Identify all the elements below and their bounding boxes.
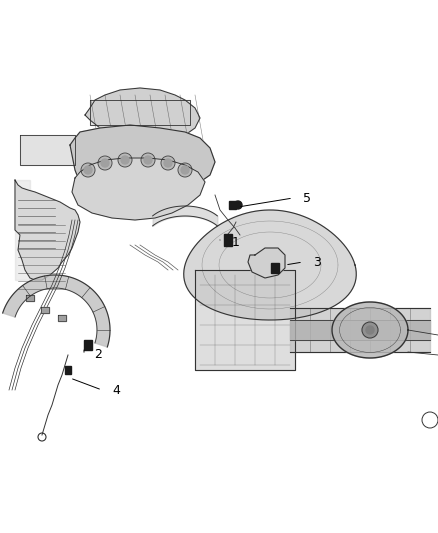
Bar — [65, 366, 71, 374]
Polygon shape — [58, 315, 66, 321]
Polygon shape — [15, 180, 30, 280]
Circle shape — [118, 153, 132, 167]
Polygon shape — [290, 320, 430, 340]
Polygon shape — [72, 158, 205, 220]
Circle shape — [362, 322, 378, 338]
Circle shape — [164, 159, 172, 167]
Polygon shape — [41, 307, 49, 313]
Text: 1: 1 — [232, 236, 240, 248]
Circle shape — [366, 326, 374, 334]
Circle shape — [84, 166, 92, 174]
Circle shape — [101, 159, 109, 167]
Polygon shape — [85, 88, 200, 143]
Circle shape — [141, 153, 155, 167]
Polygon shape — [290, 308, 430, 352]
Polygon shape — [90, 100, 190, 125]
Circle shape — [178, 163, 192, 177]
Circle shape — [234, 201, 242, 209]
Polygon shape — [248, 248, 285, 278]
Bar — [84, 340, 92, 350]
Text: 3: 3 — [313, 255, 321, 269]
Text: 5: 5 — [303, 191, 311, 205]
Polygon shape — [15, 180, 80, 280]
Text: 2: 2 — [94, 349, 102, 361]
Circle shape — [181, 166, 189, 174]
Polygon shape — [20, 135, 75, 165]
Circle shape — [144, 156, 152, 164]
Circle shape — [98, 156, 112, 170]
Polygon shape — [26, 295, 34, 301]
Bar — [224, 234, 232, 246]
Polygon shape — [184, 210, 356, 320]
Polygon shape — [332, 302, 408, 358]
Polygon shape — [70, 125, 215, 196]
Bar — [271, 263, 279, 273]
Circle shape — [161, 156, 175, 170]
Circle shape — [81, 163, 95, 177]
Bar — [229, 201, 236, 209]
Polygon shape — [195, 270, 295, 370]
Text: 4: 4 — [112, 384, 120, 397]
Polygon shape — [3, 275, 110, 347]
Circle shape — [121, 156, 129, 164]
